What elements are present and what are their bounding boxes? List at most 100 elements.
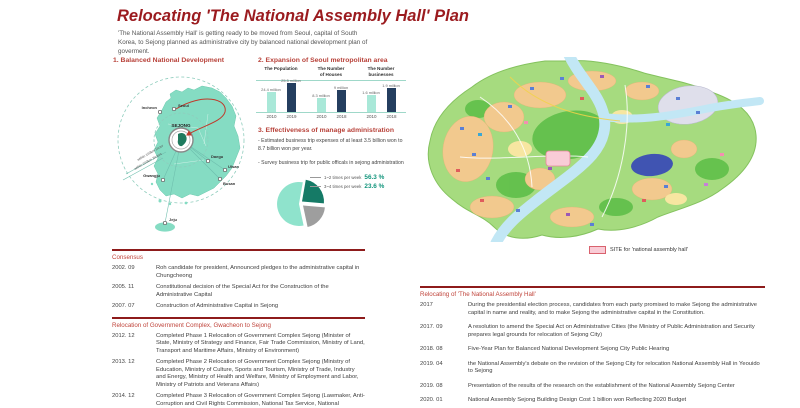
timeline-text: Presentation of the results of the resea… <box>468 382 735 389</box>
bar-value-label: 9 million <box>333 84 349 90</box>
bar-year-label: 2010 <box>366 114 377 119</box>
bar-chart-group: The Population 24.4 million 25.5 million 20… <box>256 66 306 122</box>
pie-slice-1-2-times <box>277 181 304 226</box>
pie-percent-value: 23.6 % <box>364 183 385 190</box>
range-ring-inner <box>153 112 209 168</box>
bar <box>386 88 396 112</box>
site-legend-swatch <box>589 246 606 254</box>
island <box>184 201 188 205</box>
timeline-text: Constitutional decision of the Special A… <box>156 284 329 298</box>
bar-year-label: 2018 <box>386 114 397 119</box>
korea-map: within 100km 1hour within 200km 2hours I… <box>117 76 245 232</box>
timeline-text: National Assembly Sejong Building Design… <box>468 397 687 404</box>
page-title: Relocating 'The National Assembly Hall' … <box>117 7 469 25</box>
timeline-text: A resolution to amend the Special Act on… <box>468 324 755 338</box>
bar-year-label: 2019 <box>286 114 297 119</box>
pie-slice-other <box>303 205 325 227</box>
bar-value-label: 24.4 million <box>261 86 281 92</box>
map-legend: SITE for 'national assembly hall' <box>589 246 688 254</box>
bar-value-label: 8.3 million <box>312 92 330 98</box>
city-label-gwangju: Gwangju <box>143 173 160 178</box>
range-ring-outer <box>117 76 245 204</box>
city-label-ulsan: Ulsan <box>228 164 239 169</box>
bar-value-label: 25.5 million <box>281 77 301 83</box>
bar <box>316 98 326 112</box>
pie-leader-line <box>310 177 321 178</box>
timeline-date: 2020. 01 <box>420 397 443 404</box>
timeline-text: Five-Year Plan for Balanced National Dev… <box>468 346 670 353</box>
sejong-city-shape <box>177 132 187 147</box>
sejong-city-plan-map <box>427 57 764 242</box>
bar-year-label: 2010 <box>266 114 277 119</box>
bar-chart-title: The Population <box>264 66 298 71</box>
bar-chart-title: The Number of Houses <box>317 66 345 77</box>
city-label-incheon: Incheon <box>142 105 158 110</box>
timeline-text: During the presidential election process… <box>468 302 758 316</box>
timeline-section-heading: Relocating of 'The National Assembly Hal… <box>420 291 536 298</box>
timeline-date: 2018. 08 <box>420 346 443 353</box>
bar-value-label: 1.9 million <box>382 82 400 88</box>
bullet-expenses: - Estimated business trip expenses of at… <box>258 138 403 152</box>
site-legend-label: SITE for 'national assembly hall' <box>610 247 688 253</box>
timeline-text: Completed Phase 3 Relocation of Governme… <box>156 393 365 407</box>
timeline-text: Roh candidate for president, Announced p… <box>156 265 360 279</box>
city-label-seoul: Seoul <box>178 103 189 108</box>
pie-category-label: 1~2 times per week <box>324 175 362 180</box>
jeju-island <box>155 222 175 232</box>
river-main <box>490 57 611 242</box>
city-markers <box>157 106 228 226</box>
chart-top-rule <box>256 80 406 81</box>
sejong-ring-inner <box>171 130 191 150</box>
section3-bullets: - Estimated business trip expenses of at… <box>258 138 410 173</box>
timeline-date: 2017. 09 <box>420 324 443 331</box>
timeline-text: Construction of Administrative Capital i… <box>156 303 279 310</box>
chart-baseline-rule <box>256 112 406 113</box>
timeline-date: 2019. 08 <box>420 382 443 389</box>
timeline-date: 2002. 09 <box>112 265 135 271</box>
bar <box>366 95 376 112</box>
timeline-section-heading: Relocation of Government Complex, Gwache… <box>112 321 271 329</box>
left-timeline: Consensus 2002. 09 Roh candidate for presi… <box>112 249 365 408</box>
timeline-text: the National Assembly's debate on the re… <box>468 360 760 375</box>
section-rule <box>420 286 765 288</box>
city-label-jeju: Jeju <box>169 217 178 222</box>
site-area <box>545 150 571 167</box>
business-trip-pie-chart <box>277 179 325 227</box>
pie-leader-line <box>310 186 321 187</box>
bar <box>336 90 346 112</box>
pie-slice-3-4-times <box>302 179 324 204</box>
island <box>158 199 162 203</box>
timeline-date: 2017 <box>420 302 433 308</box>
section-rule <box>112 316 365 319</box>
pie-percent-value: 56.3 % <box>364 174 385 181</box>
bar-year-label: 2010 <box>316 114 327 119</box>
lake-area <box>631 153 673 177</box>
city-label-daegu: Daegu <box>211 154 224 159</box>
timeline-date: 2007. 07 <box>112 303 135 310</box>
timeline-date: 2013. 12 <box>112 359 135 366</box>
timeline-text: Completed Phase 1 Relocation of Governme… <box>156 332 365 354</box>
bar-chart-group: The Number of Houses 8.3 million 9 million 2… <box>306 66 356 122</box>
bar <box>286 83 296 112</box>
city-label-busan: Busan <box>223 181 236 186</box>
seoul-expansion-charts: The Population 24.4 million 25.5 million 20… <box>256 66 406 126</box>
section2-heading: 2. Expansion of Seoul metropolitan area <box>258 57 388 64</box>
timeline-date: 2012. 12 <box>112 332 135 339</box>
timeline-section-heading: Consensus <box>112 254 143 261</box>
right-timeline: Relocating of 'The National Assembly Hal… <box>420 286 765 408</box>
island <box>168 202 172 206</box>
pie-category-label: 3~4 times per week <box>324 184 362 189</box>
bar-chart-group: The Number businesses 1.6 million 1.9 milli… <box>356 66 406 122</box>
timeline-text: Completed Phase 2 Relocation of Governme… <box>156 359 359 388</box>
timeline-date: 2014. 12 <box>112 393 135 400</box>
roads <box>459 76 628 218</box>
building-blocks <box>456 75 724 226</box>
bar-chart-title: The Number businesses <box>367 66 395 77</box>
bar-year-label: 2018 <box>336 114 347 119</box>
page-subtitle: 'The National Assembly Hall' is getting … <box>118 30 368 56</box>
bar <box>266 92 276 112</box>
bar-value-label: 1.6 million <box>362 89 380 95</box>
section3-heading: 3. Effectiveness of manage administratio… <box>258 127 394 134</box>
timeline-date: 2005. 11 <box>112 284 135 291</box>
section-rule <box>112 249 365 251</box>
